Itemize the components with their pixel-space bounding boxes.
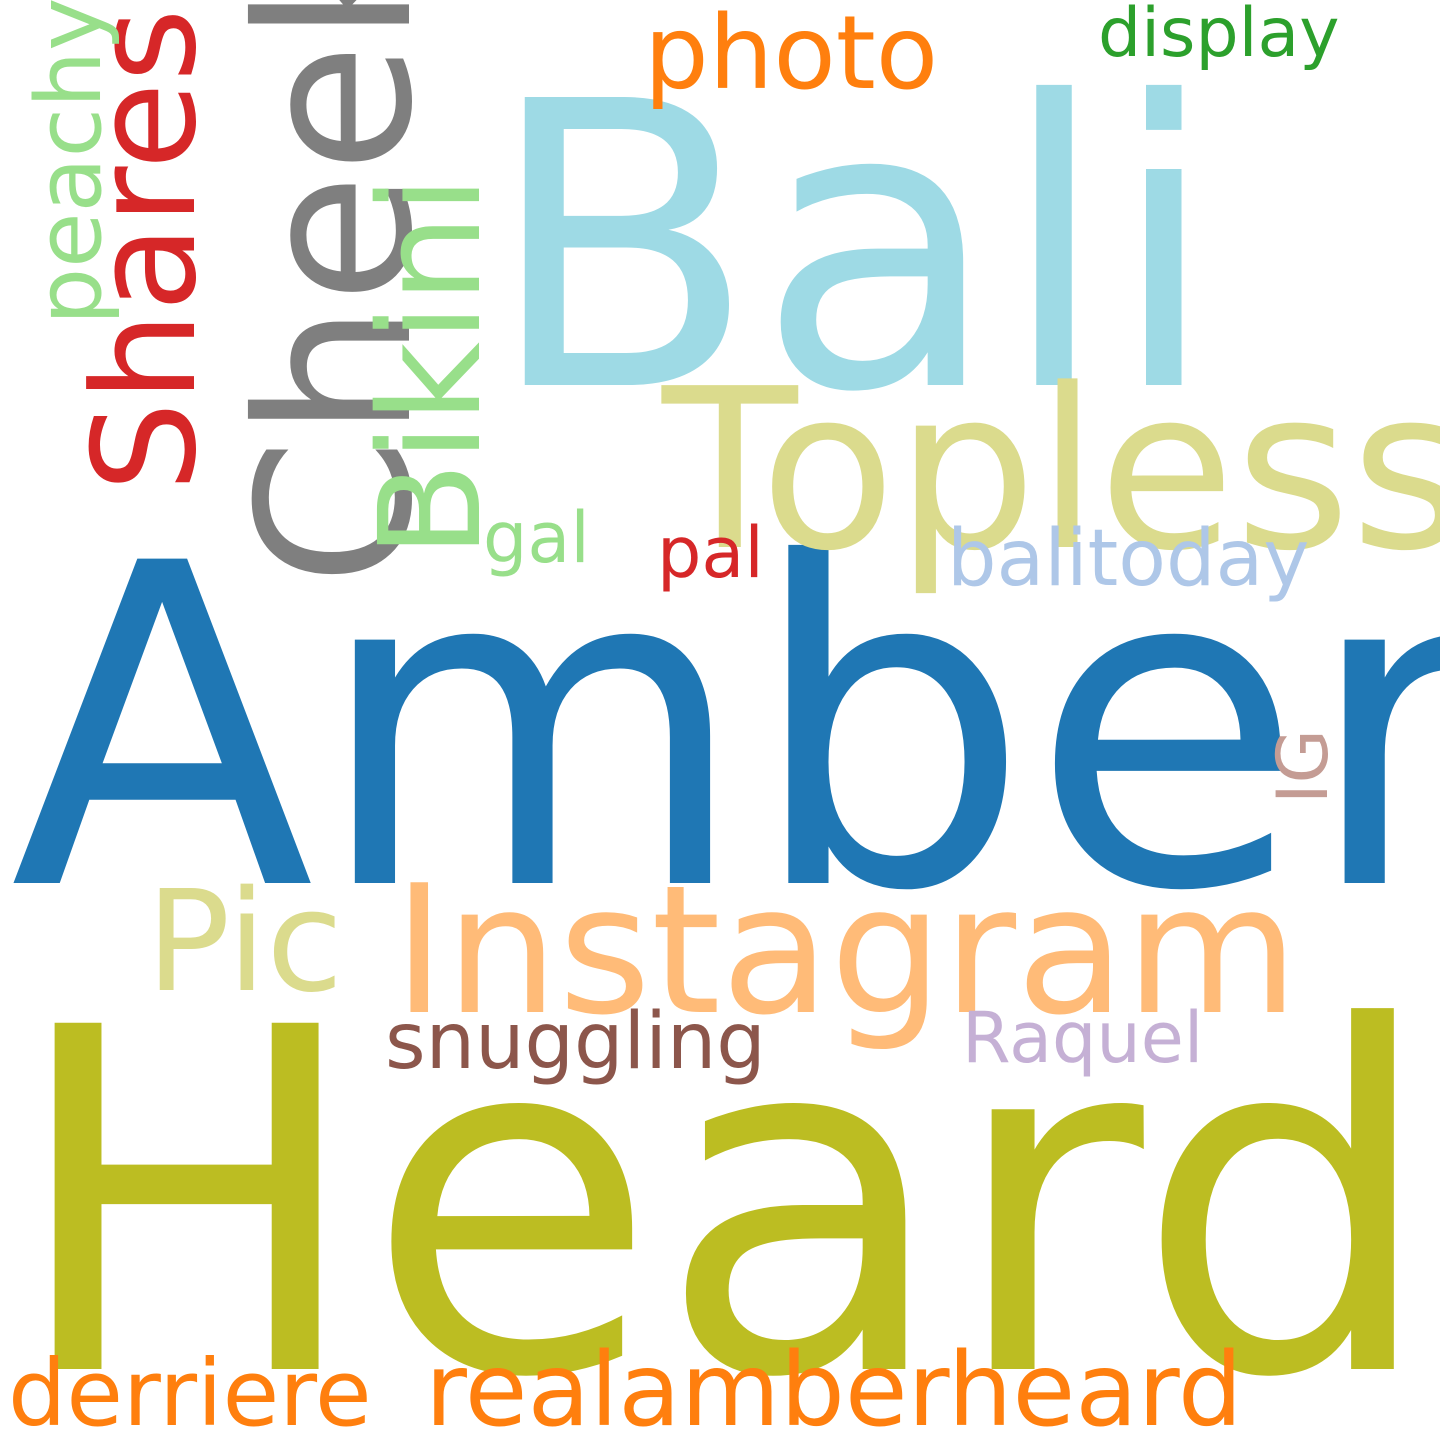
word-gal: gal bbox=[483, 497, 590, 579]
word-amber: Amber bbox=[10, 470, 1440, 988]
word-topless: Topless bbox=[662, 342, 1440, 600]
word-peachy: peachy bbox=[17, 0, 122, 325]
word-pal: pal bbox=[657, 512, 764, 594]
word-ig: IG bbox=[1262, 729, 1344, 804]
word-instagram: Instagram bbox=[393, 847, 1299, 1054]
word-display: display bbox=[1098, 0, 1340, 73]
word-derriere: derriere bbox=[8, 1340, 372, 1440]
word-pic: Pic bbox=[146, 861, 344, 1024]
word-balitoday: balitoday bbox=[947, 514, 1310, 604]
word-realamberheard: realamberheard bbox=[425, 1331, 1243, 1440]
word-heard: Heard bbox=[8, 929, 1437, 1440]
word-bikini: Bikini bbox=[350, 175, 513, 558]
word-raquel: Raquel bbox=[962, 997, 1204, 1079]
word-snuggling: snuggling bbox=[385, 997, 766, 1087]
word-bali: Bali bbox=[486, 19, 1219, 479]
word-photo: photo bbox=[644, 0, 939, 113]
